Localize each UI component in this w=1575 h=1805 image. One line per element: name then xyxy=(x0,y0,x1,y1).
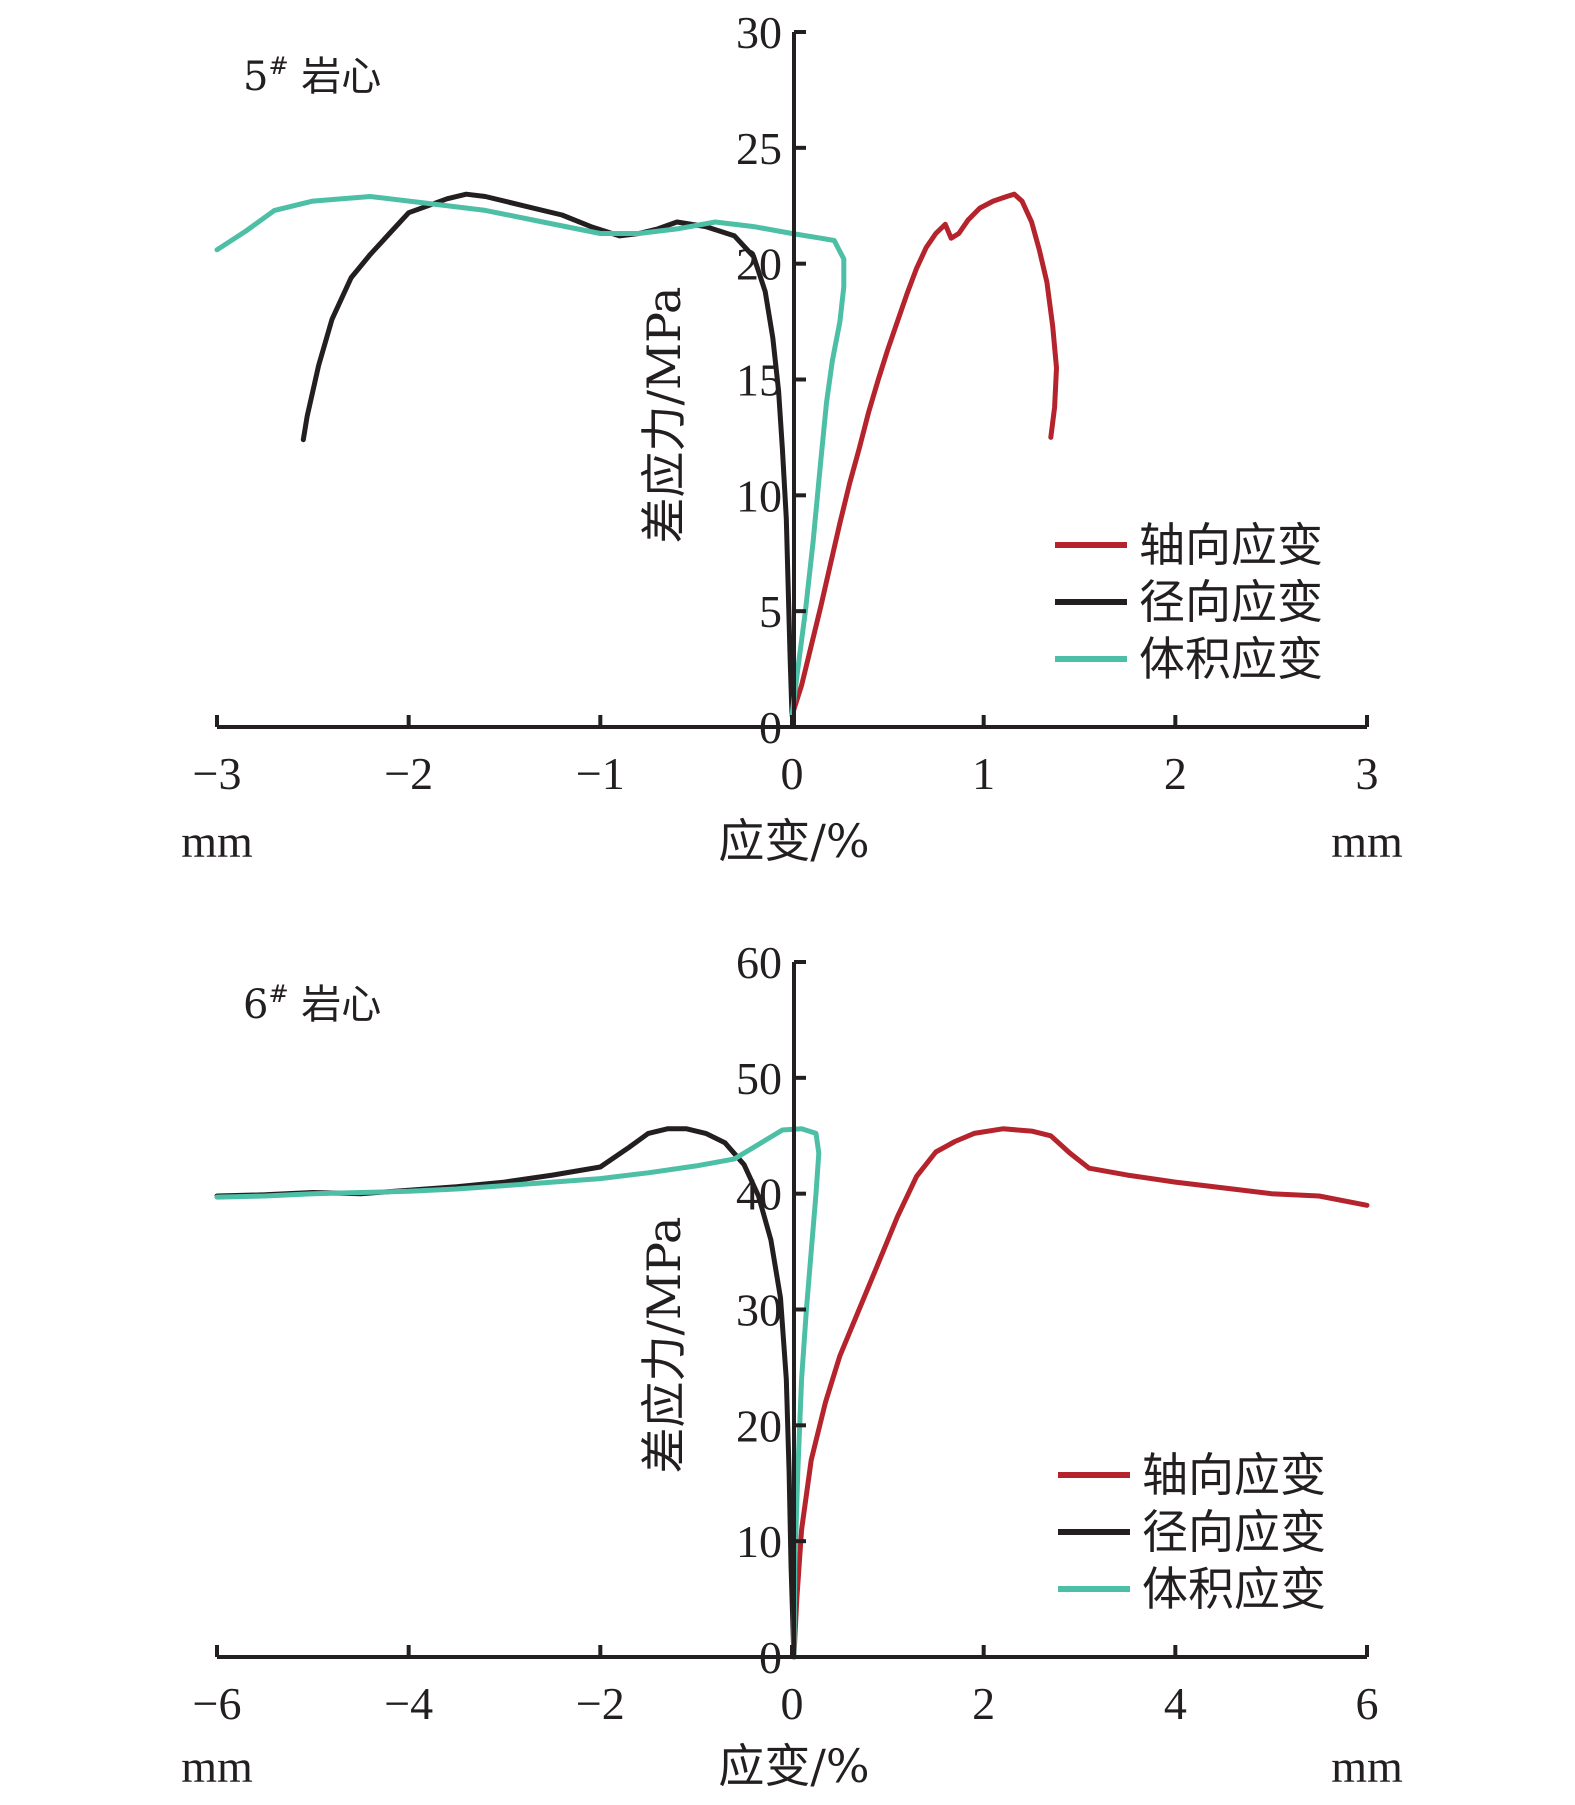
x-unit-right: mm xyxy=(1331,816,1403,867)
y-tick-label: 5 xyxy=(759,586,782,637)
series-line-axial xyxy=(789,191,1059,718)
x-tick-label: −4 xyxy=(384,1678,433,1729)
x-axis-title: 应变/% xyxy=(718,1739,869,1793)
x-unit-right: mm xyxy=(1331,1741,1403,1792)
x-tick-label: 0 xyxy=(781,1678,804,1729)
x-tick-label: 4 xyxy=(1164,1678,1187,1729)
y-tick-label: 40 xyxy=(736,1169,782,1220)
x-tick-label: 0 xyxy=(781,748,804,799)
y-tick-label: 60 xyxy=(736,937,782,988)
y-tick-label: 50 xyxy=(736,1053,782,1104)
y-tick-label: 30 xyxy=(736,7,782,58)
x-unit-left: mm xyxy=(181,816,253,867)
x-tick-label: −1 xyxy=(576,748,625,799)
series-line-volumetric xyxy=(214,194,847,718)
series-line-radial xyxy=(214,1126,797,1660)
legend-label: 径向应变 xyxy=(1139,575,1323,629)
x-tick-label: 6 xyxy=(1356,1678,1379,1729)
legend-label: 径向应变 xyxy=(1142,1505,1326,1559)
x-tick-label: −3 xyxy=(193,748,242,799)
y-axis-title: 差应力/MPa xyxy=(637,287,691,544)
y-tick-label: 30 xyxy=(736,1285,782,1336)
panel-label-suffix: 岩心 xyxy=(289,54,382,100)
series-line-axial xyxy=(791,1126,1370,1660)
x-tick-label: 2 xyxy=(972,1678,995,1729)
panel-label: 6# 岩心 xyxy=(243,980,381,1028)
y-tick-label: 0 xyxy=(759,1632,782,1683)
y-tick-label: 15 xyxy=(736,355,782,406)
y-tick-label: 20 xyxy=(736,1400,782,1451)
y-axis-title: 差应力/MPa xyxy=(637,1217,691,1474)
y-tick-label: 10 xyxy=(736,470,782,521)
legend-label: 体积应变 xyxy=(1142,1562,1326,1616)
panel-label-number: 6 xyxy=(243,982,268,1028)
series-line-radial xyxy=(300,191,795,718)
y-tick-label: 0 xyxy=(759,702,782,753)
x-tick-label: 2 xyxy=(1164,748,1187,799)
x-tick-label: −2 xyxy=(576,1678,625,1729)
legend-label: 体积应变 xyxy=(1139,632,1323,686)
legend-label: 轴向应变 xyxy=(1142,1448,1326,1502)
legend-label: 轴向应变 xyxy=(1139,518,1323,572)
x-tick-label: −6 xyxy=(193,1678,242,1729)
x-tick-label: 3 xyxy=(1356,748,1379,799)
y-tick-label: 25 xyxy=(736,123,782,174)
series-line-volumetric xyxy=(214,1126,822,1660)
x-unit-left: mm xyxy=(181,1741,253,1792)
panel-label-sup: # xyxy=(268,52,288,80)
x-tick-label: 1 xyxy=(972,748,995,799)
panel-label: 5# 岩心 xyxy=(243,52,381,100)
panel-label-number: 5 xyxy=(243,54,268,100)
y-tick-label: 10 xyxy=(736,1516,782,1567)
x-tick-label: −2 xyxy=(384,748,433,799)
panel-label-suffix: 岩心 xyxy=(289,982,382,1028)
panel-label-sup: # xyxy=(268,980,288,1008)
y-tick-label: 20 xyxy=(736,239,782,290)
x-axis-title: 应变/% xyxy=(718,814,869,868)
